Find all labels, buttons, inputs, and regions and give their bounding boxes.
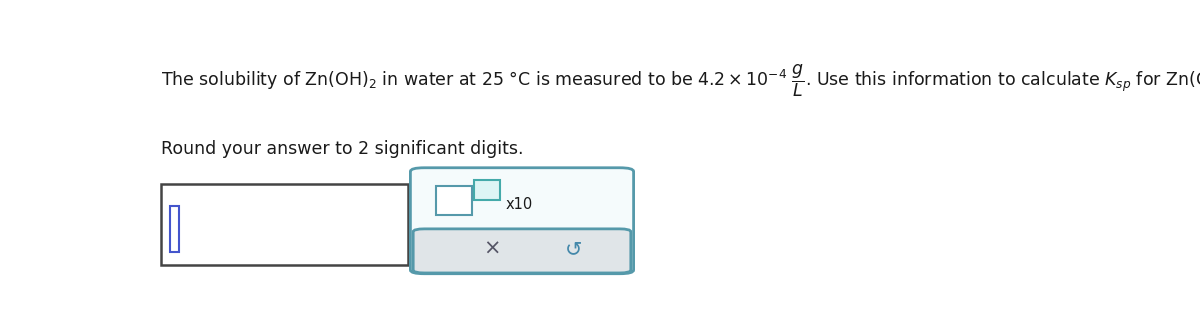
Text: The solubility of $\mathrm{Zn(OH)_2}$ in water at 25 °C is measured to be $4.2 \: The solubility of $\mathrm{Zn(OH)_2}$ in…	[161, 62, 1200, 99]
Text: ↺: ↺	[564, 239, 582, 259]
Bar	[170, 206, 179, 252]
Text: ×: ×	[484, 239, 500, 259]
Text: Round your answer to 2 significant digits.: Round your answer to 2 significant digit…	[161, 140, 523, 158]
Bar	[437, 186, 472, 215]
Bar	[474, 180, 499, 200]
FancyBboxPatch shape	[410, 168, 634, 274]
FancyBboxPatch shape	[413, 229, 631, 273]
Bar	[161, 184, 408, 265]
Text: x10: x10	[505, 197, 533, 212]
